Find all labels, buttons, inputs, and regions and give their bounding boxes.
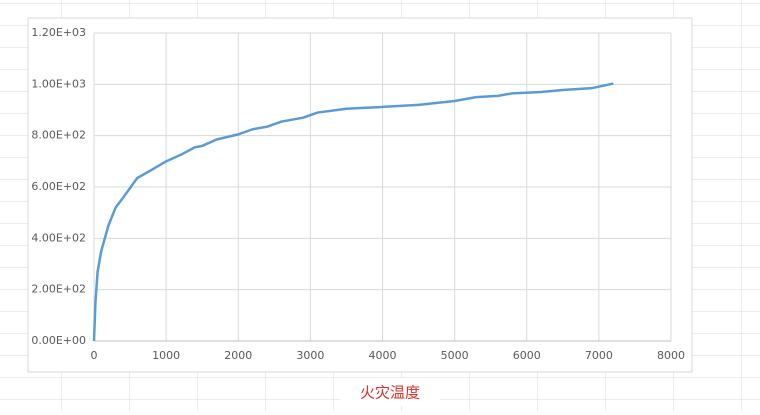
chart-area	[27, 17, 693, 373]
x-tick-label: 1000	[152, 349, 180, 362]
x-tick-label: 7000	[585, 349, 613, 362]
y-tick-label: 6.00E+02	[31, 180, 86, 193]
y-tick-label: 1.00E+03	[31, 77, 86, 90]
x-tick-label: 0	[91, 349, 98, 362]
y-tick-label: 4.00E+02	[31, 231, 86, 244]
x-axis-label: 火灾温度	[360, 384, 420, 402]
x-tick-label: 8000	[657, 349, 685, 362]
data-line	[92, 82, 614, 342]
x-tick-label: 3000	[296, 349, 324, 362]
label-bg	[340, 378, 440, 406]
y-tick-label: 1.20E+03	[31, 26, 86, 39]
x-tick-label: 4000	[369, 349, 397, 362]
y-tick-label: 8.00E+02	[31, 129, 86, 142]
x-tick-label: 2000	[224, 349, 252, 362]
y-tick-label: 2.00E+02	[31, 283, 86, 296]
x-tick-label: 6000	[513, 349, 541, 362]
y-tick-label: 0.00E+00	[31, 334, 86, 347]
x-tick-label: 5000	[441, 349, 469, 362]
